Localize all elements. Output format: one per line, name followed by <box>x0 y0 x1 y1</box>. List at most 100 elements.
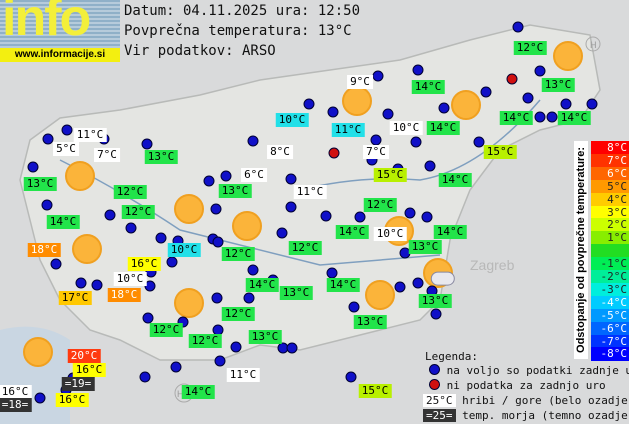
station-dot[interactable] <box>285 173 297 185</box>
data-source: Vir podatkov: ARSO <box>124 43 276 59</box>
station-dot[interactable] <box>91 279 103 291</box>
station-dot[interactable] <box>75 277 87 289</box>
station-dot[interactable] <box>560 98 572 110</box>
temperature-label: 10°C <box>373 227 407 241</box>
station-dot[interactable] <box>142 312 154 324</box>
temperature-label: 11°C <box>293 185 327 199</box>
temperature-label: 10°C <box>275 113 309 127</box>
temperature-label: 12°C <box>113 185 147 199</box>
station-dot[interactable] <box>42 133 54 145</box>
map-country-h: H <box>590 40 597 50</box>
station-dot[interactable] <box>438 102 450 114</box>
scale-title: Odstopanje od povprečne temperature: <box>575 147 587 353</box>
station-dot[interactable] <box>480 86 492 98</box>
station-dot[interactable] <box>212 236 224 248</box>
station-dot[interactable] <box>34 392 46 404</box>
temperature-label: 12°C <box>221 247 255 261</box>
station-dot[interactable] <box>354 211 366 223</box>
station-dot[interactable] <box>370 134 382 146</box>
station-dot[interactable] <box>327 106 339 118</box>
temperature-label: 14°C <box>438 173 472 187</box>
temperature-label: 14°C <box>46 215 80 229</box>
station-dot[interactable] <box>421 211 433 223</box>
temperature-label: 13°C <box>353 315 387 329</box>
temperature-label: 14°C <box>433 225 467 239</box>
station-dot[interactable] <box>203 175 215 187</box>
legend-mountain: hribi / gore (belo ozadje) <box>462 394 629 407</box>
station-dot[interactable] <box>326 267 338 279</box>
legend-sea-sample: =25= <box>423 409 456 422</box>
station-dot[interactable] <box>348 301 360 313</box>
logo[interactable]: info www.informacije.si <box>0 0 120 62</box>
station-dot[interactable] <box>534 111 546 123</box>
temperature-label: 10°C <box>389 121 423 135</box>
temperature-label: 18°C <box>27 243 61 257</box>
scale-step: 2°C <box>591 218 629 232</box>
temperature-label: 12°C <box>188 334 222 348</box>
station-dot[interactable] <box>430 308 442 320</box>
station-dot[interactable] <box>104 209 116 221</box>
station-dot[interactable] <box>155 232 167 244</box>
station-dot[interactable] <box>139 371 151 383</box>
station-dot[interactable] <box>546 111 558 123</box>
temperature-label: 12°C <box>121 205 155 219</box>
station-dot[interactable] <box>473 136 485 148</box>
station-dot[interactable] <box>404 207 416 219</box>
no-data-station-dot[interactable] <box>328 147 340 159</box>
no-data-station-dot[interactable] <box>506 73 518 85</box>
temperature-label: 14°C <box>426 121 460 135</box>
temperature-label: 8°C <box>267 145 293 159</box>
temperature-label: 18°C <box>107 288 141 302</box>
scale-step: 4°C <box>591 192 629 207</box>
station-dot[interactable] <box>125 222 137 234</box>
station-dot[interactable] <box>177 316 189 328</box>
station-dot[interactable] <box>247 264 259 276</box>
temperature-label: 13°C <box>541 78 575 92</box>
station-dot[interactable] <box>276 227 288 239</box>
station-dot[interactable] <box>243 292 255 304</box>
station-dot[interactable] <box>372 70 384 82</box>
station-dot[interactable] <box>320 210 332 222</box>
station-dot[interactable] <box>247 135 259 147</box>
station-dot[interactable] <box>412 277 424 289</box>
station-dot[interactable] <box>285 201 297 213</box>
logo-url[interactable]: www.informacije.si <box>0 48 120 62</box>
station-dot[interactable] <box>303 98 315 110</box>
station-dot[interactable] <box>394 281 406 293</box>
station-dot[interactable] <box>522 92 534 104</box>
station-dot[interactable] <box>210 203 222 215</box>
station-dot[interactable] <box>534 65 546 77</box>
station-dot[interactable] <box>412 64 424 76</box>
station-dot[interactable] <box>382 108 394 120</box>
scale-step: -5°C <box>591 308 629 323</box>
temperature-label: 13°C <box>144 150 178 164</box>
station-dot[interactable] <box>424 160 436 172</box>
station-dot[interactable] <box>211 292 223 304</box>
temperature-label: 16°C <box>0 385 32 399</box>
station-dot[interactable] <box>144 280 156 292</box>
legend-sea: temp. morja (temno ozadje) <box>462 409 629 422</box>
temperature-label: 16°C <box>55 393 89 407</box>
scale-step: -7°C <box>591 334 629 348</box>
station-dot[interactable] <box>27 161 39 173</box>
temperature-label: 13°C <box>218 184 252 198</box>
station-dot[interactable] <box>230 341 242 353</box>
station-dot[interactable] <box>220 170 232 182</box>
station-dot[interactable] <box>170 361 182 373</box>
station-dot[interactable] <box>61 124 73 136</box>
station-dot[interactable] <box>141 138 153 150</box>
station-dot[interactable] <box>286 342 298 354</box>
scale-step: 8°C <box>591 141 629 155</box>
station-dot[interactable] <box>166 256 178 268</box>
station-dot[interactable] <box>345 371 357 383</box>
temperature-label: 12°C <box>513 41 547 55</box>
station-dot[interactable] <box>41 199 53 211</box>
station-dot[interactable] <box>50 258 62 270</box>
temperature-label: 6°C <box>241 168 267 182</box>
station-dot[interactable] <box>586 98 598 110</box>
temperature-label: 15°C <box>483 145 517 159</box>
station-dot[interactable] <box>410 136 422 148</box>
cloud-icon <box>430 271 455 286</box>
station-dot[interactable] <box>214 355 226 367</box>
station-dot[interactable] <box>512 21 524 33</box>
